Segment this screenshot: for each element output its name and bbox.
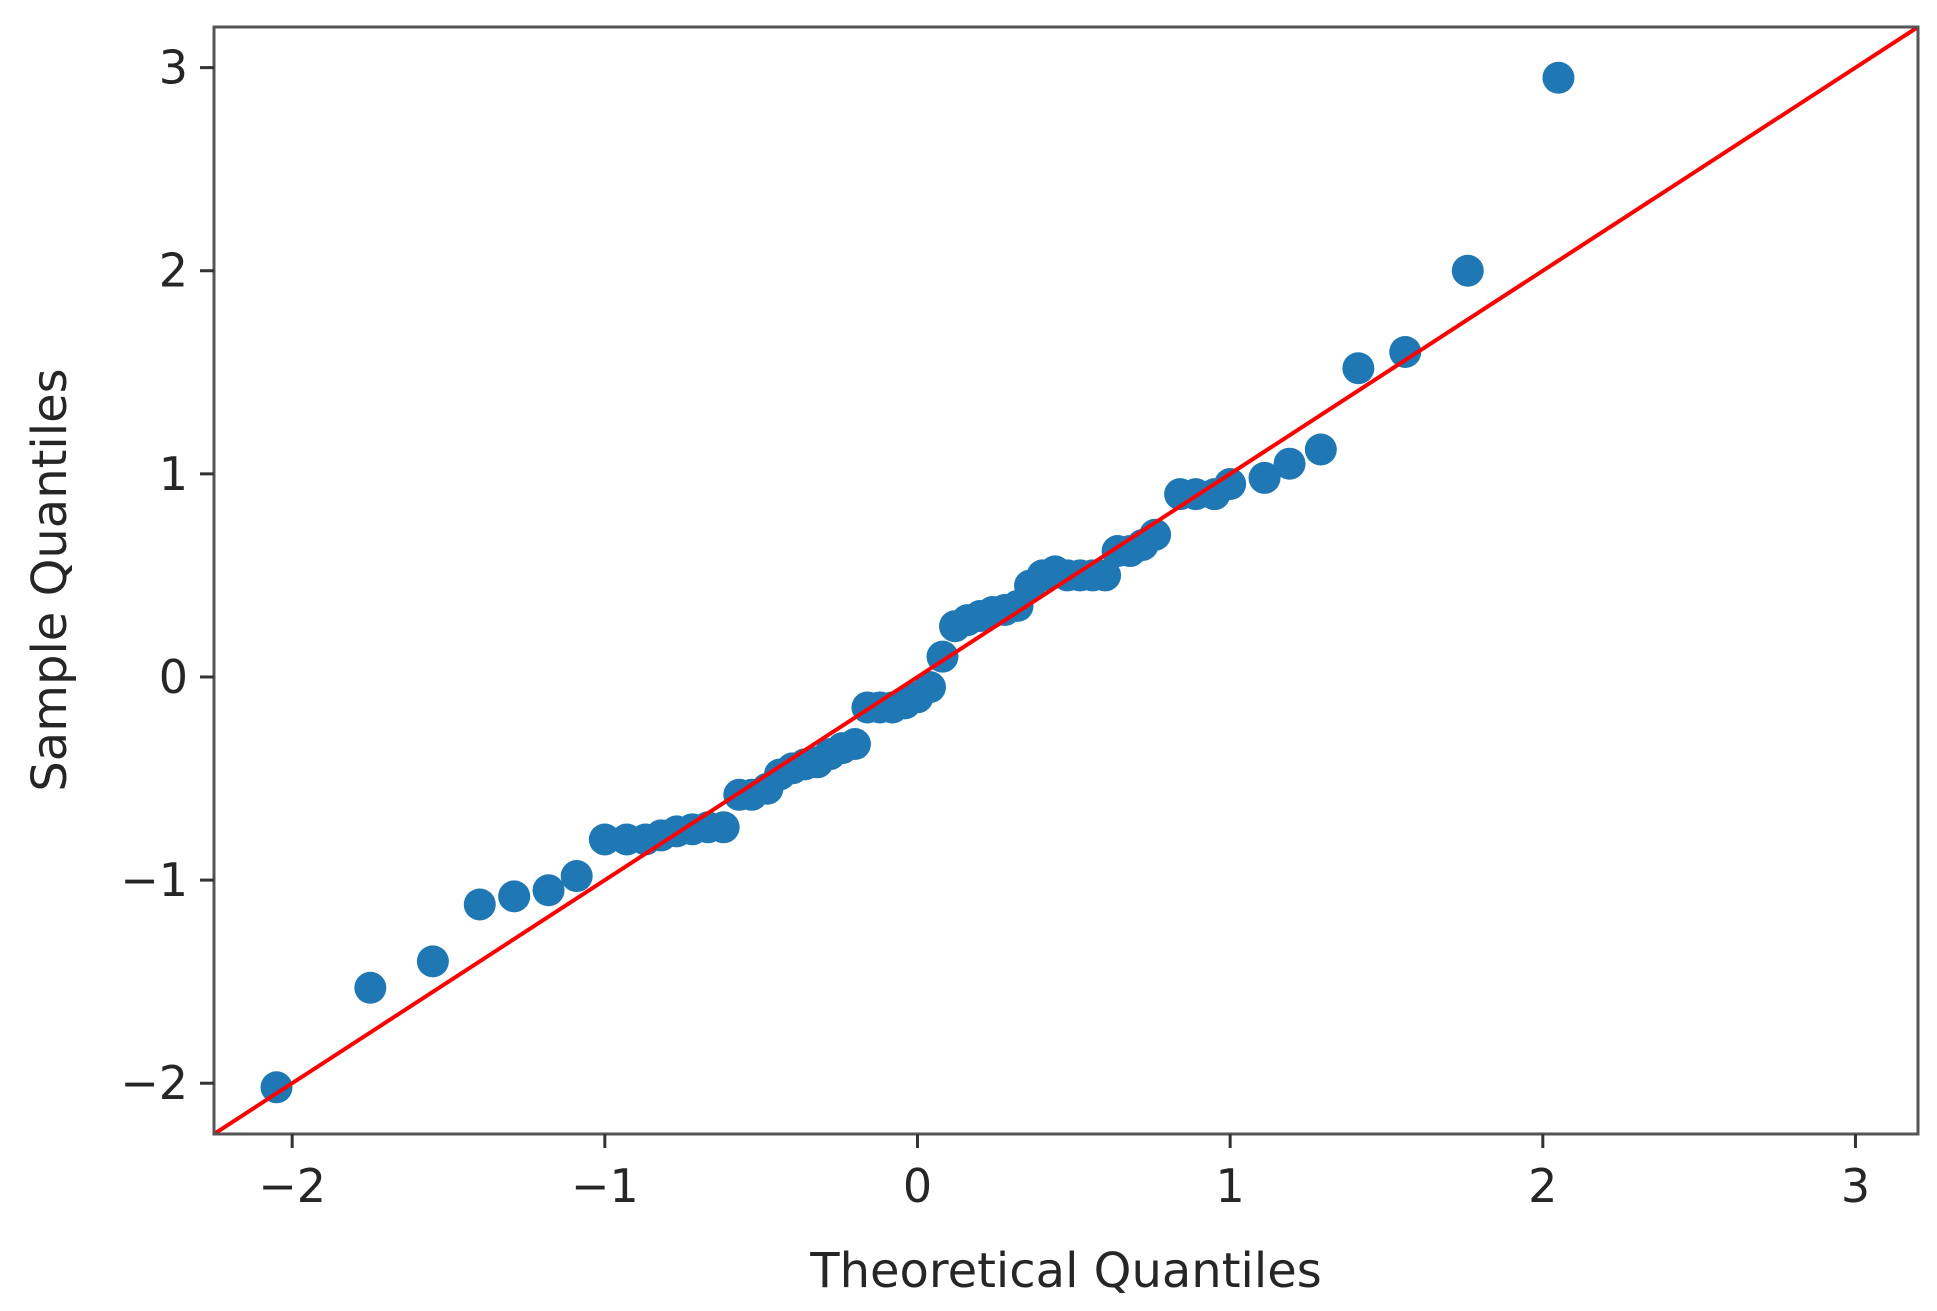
data-point-55 <box>1304 433 1337 466</box>
y-tick-label-4: 2 <box>159 244 188 298</box>
x-tick-label-5: 3 <box>1841 1159 1870 1213</box>
data-point-2 <box>416 945 449 978</box>
data-point-6 <box>560 860 593 893</box>
y-tick-label-1: −1 <box>120 853 188 907</box>
y-tick-label-5: 3 <box>159 41 188 95</box>
data-point-58 <box>1451 254 1484 287</box>
data-point-54 <box>1273 447 1306 480</box>
x-tick-label-4: 2 <box>1528 1159 1557 1213</box>
y-axis-label: Sample Quantiles <box>22 368 78 791</box>
x-axis-label: Theoretical Quantiles <box>809 1243 1321 1299</box>
data-point-4 <box>498 880 531 913</box>
data-point-53 <box>1248 461 1281 494</box>
data-point-44 <box>1089 559 1122 592</box>
data-point-14 <box>707 811 740 844</box>
data-point-3 <box>463 888 496 921</box>
data-point-1 <box>354 971 387 1004</box>
data-point-52 <box>1214 468 1247 501</box>
x-tick-label-1: −1 <box>571 1159 639 1213</box>
data-point-57 <box>1389 335 1422 368</box>
y-tick-label-2: 0 <box>159 650 188 704</box>
data-point-30 <box>913 671 946 704</box>
x-tick-label-2: 0 <box>903 1159 932 1213</box>
data-point-7 <box>588 823 621 856</box>
y-tick-label-0: −2 <box>120 1056 188 1110</box>
data-point-56 <box>1342 352 1375 385</box>
data-point-5 <box>532 874 565 907</box>
plot-frame <box>212 25 1920 1136</box>
y-tick-label-3: 1 <box>159 447 188 501</box>
x-axis-ticks: −2 −1 0 1 2 3 <box>258 1134 1870 1213</box>
data-point-24 <box>838 728 871 761</box>
data-point-0 <box>260 1071 293 1104</box>
data-point-59 <box>1542 61 1575 94</box>
reference-line <box>214 27 1918 1134</box>
y-axis-ticks: −2 −1 0 1 2 3 <box>120 41 214 1110</box>
x-tick-label-0: −2 <box>258 1159 326 1213</box>
x-tick-label-3: 1 <box>1216 1159 1245 1213</box>
reference-line-layer <box>214 27 1918 1134</box>
